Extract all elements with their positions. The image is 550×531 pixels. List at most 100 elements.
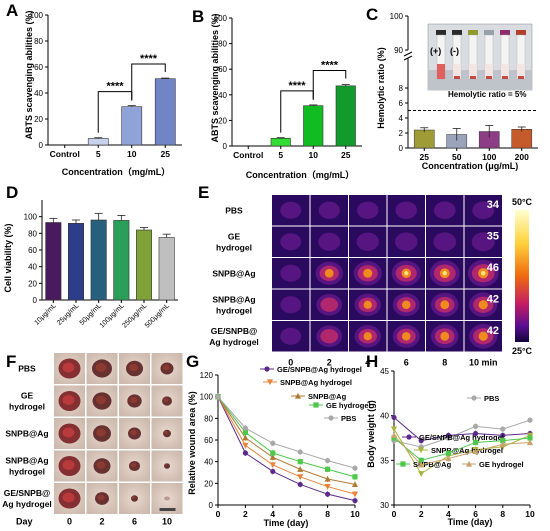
chart-b-ylabel: ABTS scavenging abilities (%): [210, 13, 220, 142]
wound-core: [162, 364, 170, 371]
chart-h-series-line: [393, 434, 531, 466]
chart-g-ylabel: Relative wound area (%): [187, 391, 197, 495]
chart-g-data-point: [270, 440, 276, 446]
chart-d: Cell viability (%) 0 20 40 60 80 100 10μg/mL25…: [3, 200, 178, 330]
chart-h-ytick-label: 40: [380, 412, 389, 421]
chart-c-bar: [413, 129, 435, 149]
thermal-halo: [318, 201, 340, 219]
chart-c-ytick-label: 90: [394, 46, 403, 55]
chart-a-significance-bracket: [131, 63, 166, 101]
chart-c-tube-cap: [452, 30, 462, 35]
chart-g-series-line: [217, 396, 356, 495]
chart-d-bar: [158, 237, 175, 301]
chart-h-xtick-label: 0: [392, 509, 397, 519]
chart-h-data-point: [418, 457, 424, 463]
thermal-halo: [433, 232, 457, 252]
thermal-hot-zone: [478, 331, 488, 341]
chart-c-ytick-label: 100: [390, 12, 404, 21]
chart-h-xtick-label: 2: [419, 509, 424, 519]
chart-b-bar: [270, 138, 291, 147]
thermal-time-label: 4: [365, 358, 370, 368]
wound-area: [131, 495, 138, 502]
chart-c-tube-liquid: [485, 64, 493, 79]
thermal-hot-zone: [363, 300, 372, 309]
chart-g-legend-marker: [294, 392, 302, 399]
chart-h-data-point: [527, 417, 533, 423]
chart-b-xtick-label: Control: [233, 150, 263, 160]
wound-scar: [164, 496, 170, 501]
chart-c-tube-liquid: [453, 64, 461, 79]
chart-d-ytick-label: 0: [33, 296, 38, 305]
wound-day-value: 6: [132, 517, 137, 527]
thermal-halo: [394, 232, 418, 252]
thermal-hot-zone: [324, 268, 334, 278]
wound-core: [97, 494, 105, 501]
chart-a-bar: [154, 78, 176, 146]
wound-core: [62, 427, 75, 438]
chart-d-xtick-label: 10μg/mL: [33, 302, 57, 326]
chart-a-ytick-label: 0: [39, 141, 44, 150]
chart-c-xtick-label: 50: [452, 152, 462, 162]
thermal-hot-zone: [363, 332, 372, 341]
chart-g-legend-marker: [264, 366, 270, 372]
chart-b-xtick-label: 5: [278, 150, 283, 160]
chart-g-data-point: [297, 466, 304, 472]
chart-c-ytick-label: 2: [399, 129, 404, 138]
chart-g-data-point: [352, 465, 358, 471]
chart-g-legend-label: GE hydrogel: [326, 401, 371, 410]
chart-a-significance-label: ****: [106, 81, 124, 93]
chart-g-data-point: [325, 491, 331, 497]
chart-c-xlabel: Concentration (μg/mL): [422, 161, 519, 171]
wound-core: [129, 396, 138, 404]
chart-h-data-point: [500, 432, 506, 438]
chart-g-xtick-label: 6: [298, 509, 303, 519]
chart-c-axis-break-mark: [403, 55, 413, 61]
thermal-halo: [280, 201, 302, 219]
chart-b-ytick-label: 80: [218, 40, 227, 49]
thermal-warm-zone: [320, 297, 339, 312]
chart-g-ytick-label: 20: [204, 479, 213, 488]
chart-d-bar: [135, 229, 153, 301]
chart-c-ytick-label: 6: [399, 99, 404, 108]
thermal-hot-zone: [401, 331, 411, 341]
chart-c-tube-cap: [484, 30, 494, 35]
wound-row-label: GE/SNPB@: [4, 488, 51, 498]
chart-g-data-point: [297, 449, 303, 455]
chart-c-ytick-label: 4: [399, 114, 404, 123]
chart-a-significance-label: ****: [140, 53, 158, 65]
chart-c-tube-liquid: [501, 64, 509, 79]
chart-d-bar: [113, 220, 130, 301]
chart-b-ytick-label: 60: [218, 65, 227, 74]
wound-day-value: 0: [67, 517, 72, 527]
chart-g-ytick-label: 0: [209, 501, 214, 510]
chart-h-data-point: [418, 461, 425, 468]
thermal-halo: [471, 232, 495, 252]
wound-area: [164, 463, 170, 469]
chart-a-ytick-label: 80: [34, 37, 43, 46]
thermal-row-label: SNPB@Ag: [212, 268, 255, 278]
chart-h-data-point: [445, 455, 452, 462]
chart-g-ytick-label: 120: [200, 371, 214, 380]
thermal-peak: [480, 270, 486, 276]
thermal-end-temp: 46: [487, 262, 499, 274]
chart-d-ytick-label: 60: [28, 246, 37, 255]
chart-h-data-point: [445, 450, 451, 456]
chart-h-data-point: [473, 430, 479, 437]
chart-g-data-point: [242, 429, 248, 436]
chart-g-legend-label: PBS: [341, 414, 356, 423]
chart-h-data-point: [473, 439, 479, 446]
thermal-time-label: 8: [442, 358, 447, 368]
chart-g-legend-marker: [313, 402, 319, 408]
chart-g-legend-label: SNPB@Ag hydrogel: [280, 378, 352, 387]
chart-a-xtick-label: 10: [127, 149, 137, 159]
chart-g-data-point: [242, 425, 248, 431]
chart-b-xtick-label: 10: [309, 150, 319, 160]
thermal-row-label: SNPB@Ag: [212, 294, 255, 304]
chart-d-xtick-label: 500μg/mL: [144, 302, 171, 329]
chart-h-legend-marker: [400, 461, 406, 467]
panel-letter-f: F: [6, 352, 16, 371]
chart-a-ytick-label: 60: [34, 63, 43, 72]
chart-g-data-point: [270, 450, 276, 456]
wound-photo-panel: PBSGEhydrogelSNPB@AgSNPB@AghydrogelGE/SN…: [2, 353, 183, 527]
